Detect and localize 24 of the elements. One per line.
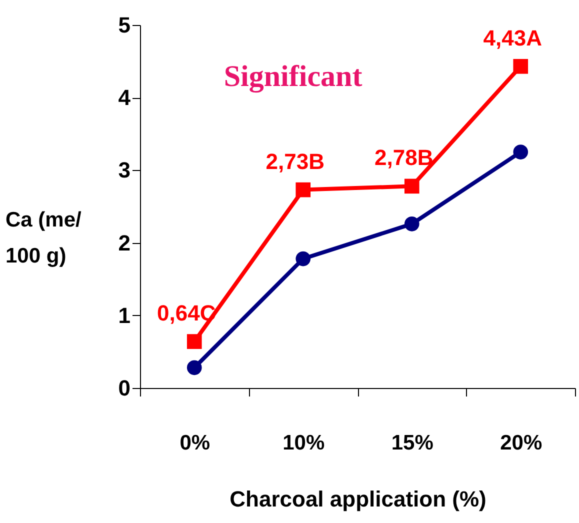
y-tick-label: 1 xyxy=(118,302,130,328)
y-tick-label: 2 xyxy=(118,230,130,256)
point xyxy=(513,144,528,160)
data-label: 2,78B xyxy=(374,145,434,170)
data-label: 4,43A xyxy=(483,25,542,50)
y-tick-label: 0 xyxy=(118,376,130,400)
point xyxy=(513,58,528,74)
annotation: Significant xyxy=(224,60,362,93)
point xyxy=(404,178,420,194)
y-axis-title: Ca (me/ 100 g) xyxy=(6,208,82,268)
x-tick-label: 0% xyxy=(180,432,210,454)
point xyxy=(404,216,420,232)
x-tick-label: 10% xyxy=(282,432,325,454)
x-tick-label: 20% xyxy=(500,432,542,454)
y-tick-label: 4 xyxy=(118,85,132,110)
x-axis-title: Charcoal application (%) xyxy=(230,486,486,512)
point xyxy=(296,182,311,198)
point xyxy=(186,360,202,376)
y-tick-label: 3 xyxy=(118,158,130,183)
data-label: 2,73B xyxy=(266,148,324,174)
y-tick-label: 5 xyxy=(118,12,130,38)
point xyxy=(296,251,311,266)
point xyxy=(186,334,202,349)
x-tick-label: 15% xyxy=(391,432,434,454)
